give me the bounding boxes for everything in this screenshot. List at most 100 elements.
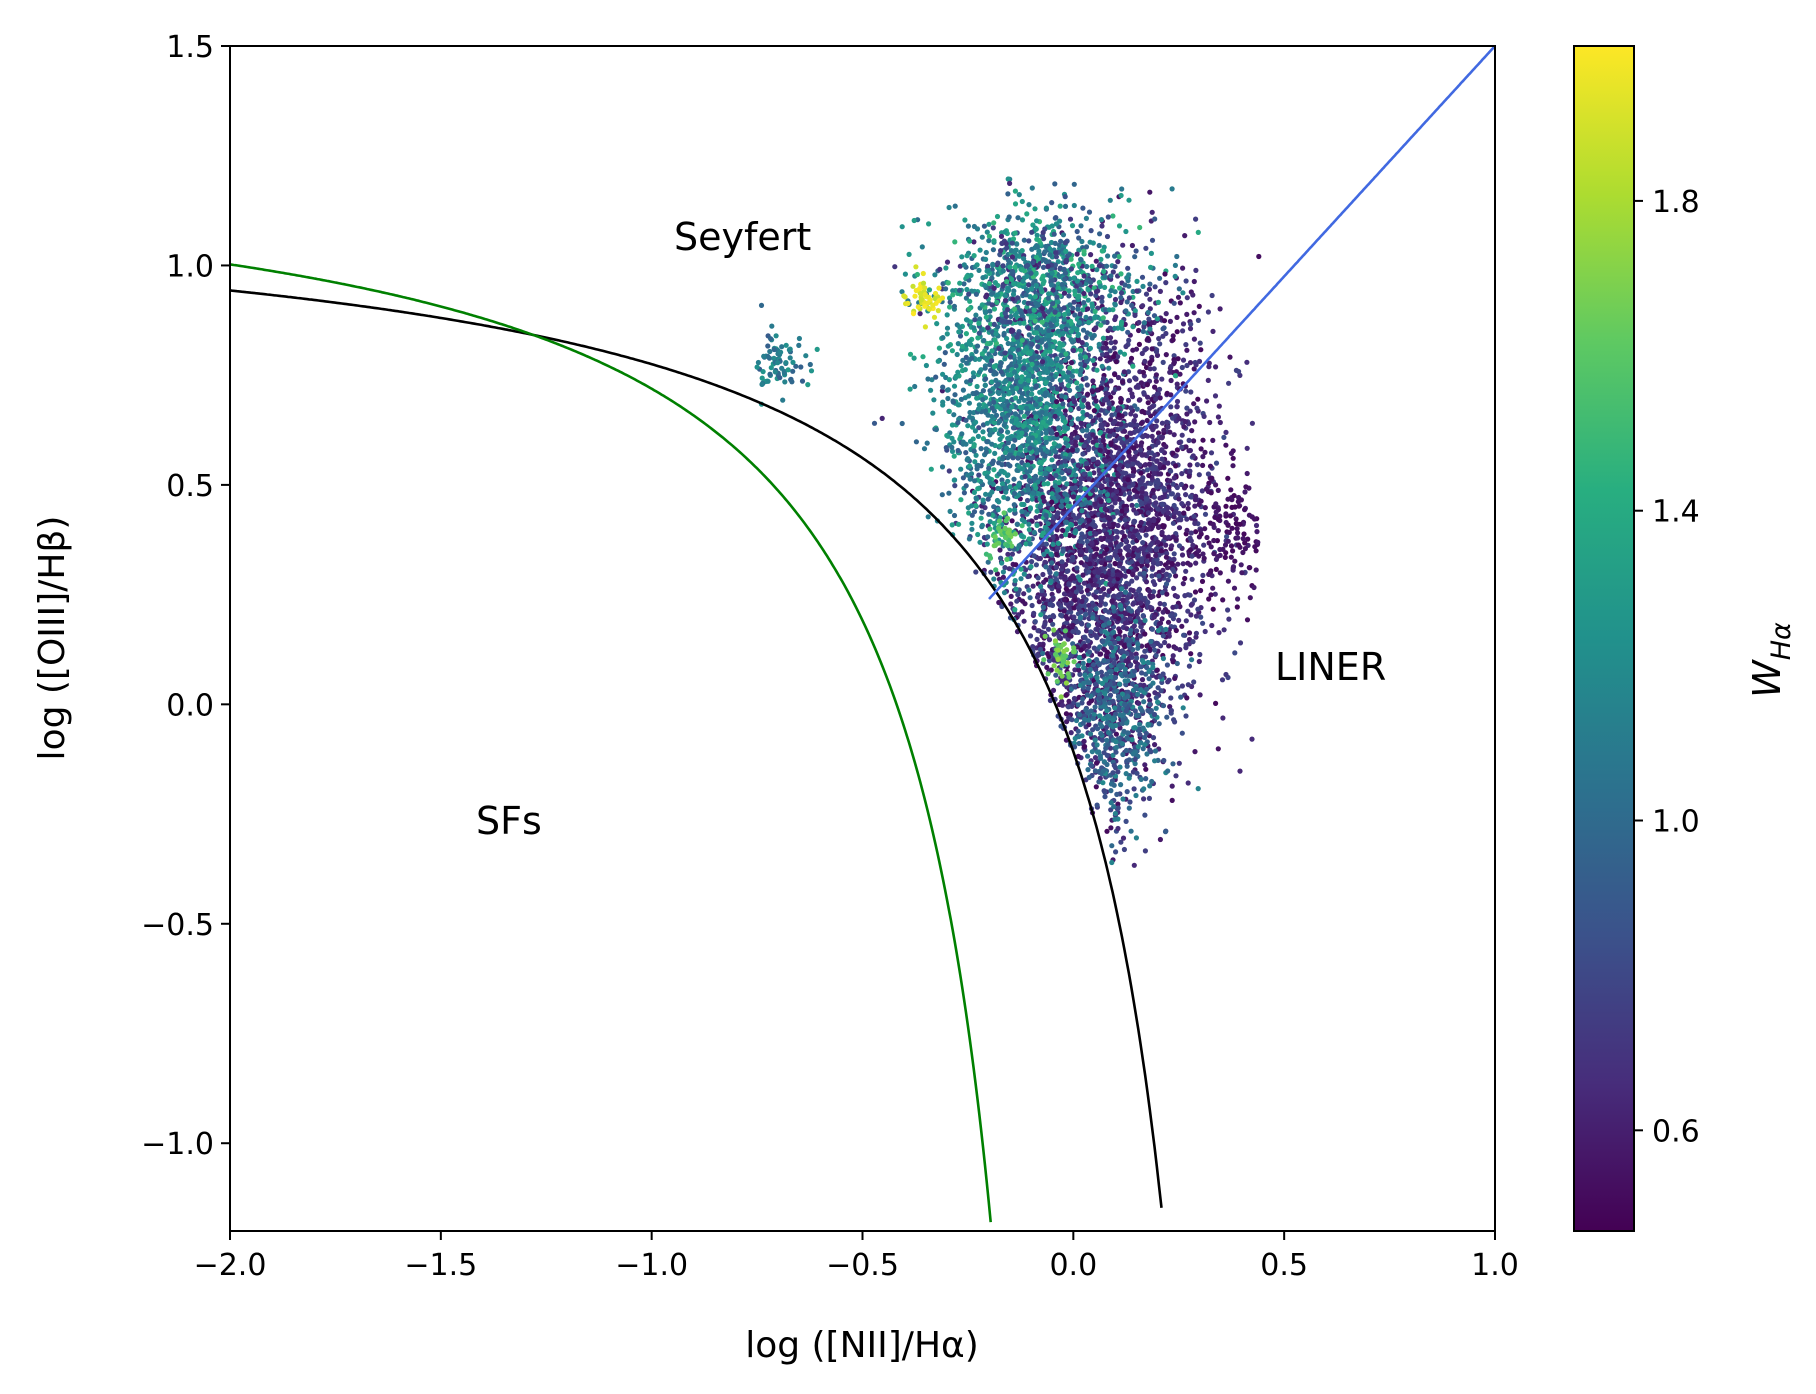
- scatter-point: [977, 247, 983, 253]
- scatter-point: [966, 340, 972, 346]
- scatter-point: [1198, 446, 1204, 452]
- scatter-point: [1116, 412, 1122, 418]
- scatter-point: [1098, 535, 1104, 541]
- scatter-point: [1091, 632, 1098, 638]
- scatter-point: [1102, 591, 1108, 597]
- scatter-point: [1143, 579, 1150, 585]
- scatter-point: [1188, 651, 1194, 657]
- scatter-point: [1230, 455, 1236, 461]
- scatter-point: [1140, 434, 1146, 440]
- scatter-point: [1037, 503, 1043, 509]
- scatter-point: [1042, 614, 1048, 620]
- scatter-point: [983, 491, 989, 497]
- scatter-point: [1012, 507, 1018, 513]
- scatter-point: [1125, 595, 1131, 601]
- scatter-point: [1098, 553, 1104, 559]
- scatter-point: [989, 489, 995, 495]
- scatter-point: [1165, 565, 1171, 571]
- scatter-point: [1144, 382, 1150, 388]
- scatter-point: [1043, 512, 1049, 519]
- scatter-point: [1026, 521, 1032, 527]
- scatter-point: [1225, 578, 1231, 584]
- scatter-point: [1198, 347, 1204, 353]
- scatter-point: [1084, 587, 1090, 593]
- scatter-point: [1083, 334, 1089, 341]
- scatter-point: [1174, 329, 1180, 335]
- scatter-point: [1039, 588, 1045, 594]
- scatter-point: [982, 382, 988, 388]
- scatter-point: [975, 486, 981, 492]
- scatter-point: [1164, 419, 1170, 425]
- scatter-point: [1068, 421, 1074, 427]
- scatter-point: [973, 495, 979, 501]
- scatter-point: [1070, 494, 1076, 500]
- scatter-point: [1093, 531, 1099, 537]
- scatter-point: [1003, 414, 1009, 420]
- scatter-point: [1090, 389, 1096, 395]
- scatter-point: [1176, 760, 1182, 766]
- scatter-point: [1119, 529, 1125, 535]
- scatter-point: [1058, 238, 1064, 244]
- scatter-point: [1131, 862, 1137, 868]
- scatter-point: [961, 490, 968, 496]
- scatter-point: [1113, 849, 1119, 855]
- scatter-point: [1053, 564, 1059, 570]
- scatter-point: [1041, 579, 1047, 585]
- scatter-point: [940, 384, 946, 390]
- scatter-point: [973, 569, 979, 575]
- scatter-point: [1206, 480, 1212, 486]
- scatter-point: [994, 571, 1001, 577]
- scatter-point: [1078, 383, 1084, 389]
- scatter-point: [1071, 605, 1077, 611]
- scatter-point: [978, 515, 984, 521]
- scatter-point: [1166, 484, 1172, 490]
- scatter-point: [1112, 371, 1118, 378]
- scatter-point: [1031, 553, 1037, 559]
- scatter-point: [964, 360, 970, 366]
- scatter-point: [1033, 440, 1039, 446]
- scatter-point: [1217, 306, 1223, 312]
- scatter-point: [1195, 606, 1201, 612]
- scatter-point: [1034, 594, 1041, 600]
- scatter-point: [1040, 604, 1047, 611]
- scatter-point: [1183, 342, 1189, 348]
- scatter-point: [1192, 419, 1198, 425]
- scatter-point: [1023, 405, 1030, 411]
- scatter-point: [980, 397, 986, 403]
- scatter-point: [1078, 355, 1084, 361]
- scatter-point: [1102, 506, 1108, 512]
- scatter-point: [1142, 358, 1148, 364]
- scatter-point: [995, 389, 1001, 395]
- scatter-point: [1049, 385, 1055, 391]
- scatter-point: [1168, 612, 1174, 619]
- scatter-point: [975, 433, 982, 439]
- scatter-point: [1213, 700, 1219, 707]
- scatter-point: [1112, 339, 1118, 345]
- scatter-point: [1153, 423, 1159, 429]
- scatter-point: [1088, 510, 1094, 516]
- scatter-point: [946, 204, 952, 211]
- scatter-point: [957, 324, 963, 330]
- scatter-point: [1132, 528, 1138, 534]
- scatter-point: [1077, 311, 1083, 317]
- scatter-point: [1001, 422, 1007, 428]
- scatter-point: [1055, 487, 1061, 493]
- scatter-point: [1134, 502, 1140, 508]
- scatter-point: [1065, 503, 1071, 509]
- scatter-point: [1060, 232, 1067, 238]
- scatter-point: [1157, 395, 1163, 401]
- scatter-point: [1071, 202, 1077, 209]
- scatter-point: [1244, 470, 1250, 477]
- scatter-point: [1125, 397, 1132, 403]
- scatter-point: [1186, 663, 1192, 669]
- scatter-point: [1176, 525, 1183, 531]
- scatter-point: [907, 351, 914, 357]
- scatter-point: [945, 395, 951, 402]
- scatter-point: [1051, 441, 1057, 447]
- scatter-point: [975, 531, 981, 538]
- scatter-point: [1033, 562, 1039, 568]
- scatter-point: [978, 446, 984, 452]
- scatter-point: [1212, 393, 1219, 399]
- scatter-point: [1005, 176, 1011, 182]
- scatter-point: [951, 383, 958, 389]
